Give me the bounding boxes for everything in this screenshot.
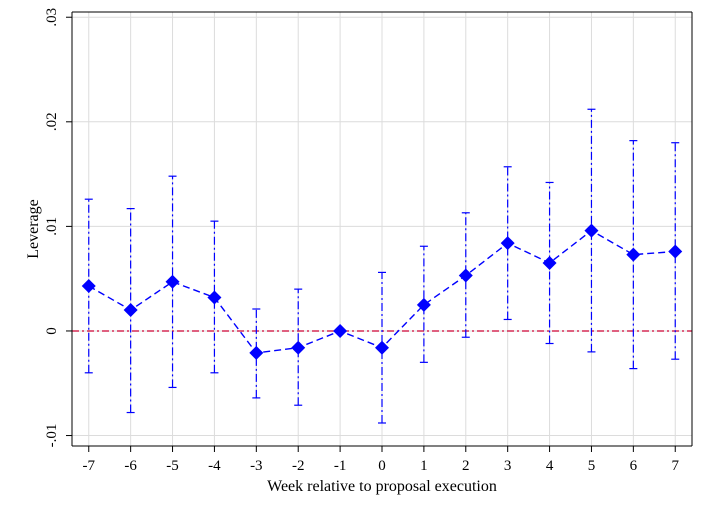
x-tick-label: 6 (630, 458, 638, 474)
data-point (249, 345, 264, 360)
data-point (542, 255, 557, 270)
x-tick-label: 5 (588, 458, 596, 474)
data-point (500, 236, 515, 251)
x-tick-label: -7 (83, 458, 96, 474)
data-point (458, 268, 473, 283)
data-point (584, 223, 599, 238)
x-axis-title: Week relative to proposal execution (267, 478, 497, 495)
x-tick-label: -1 (334, 458, 347, 474)
x-tick-label: 0 (378, 458, 386, 474)
x-tick-label: -5 (166, 458, 179, 474)
y-tick-label: .02 (44, 112, 60, 131)
data-point (81, 278, 96, 293)
y-axis-title: Leverage (25, 199, 42, 259)
x-tick-label: -6 (124, 458, 137, 474)
y-tick-label: 0 (44, 327, 60, 335)
axes: -7 -6 -5 -4 -3 -2 -1 0 1 2 3 4 5 6 7 -.01 0 .01 .02 .03 (44, 8, 693, 474)
y-tick-label: .01 (44, 217, 60, 236)
y-tick-label: .03 (44, 8, 60, 27)
grid-lines (72, 12, 692, 446)
x-tick-label: 4 (546, 458, 554, 474)
x-tick-label: 3 (504, 458, 512, 474)
data-point (416, 297, 431, 312)
x-tick-label: 1 (420, 458, 428, 474)
x-tick-label: 2 (462, 458, 470, 474)
data-point (207, 290, 222, 305)
x-tick-label: -2 (292, 458, 305, 474)
series-group (81, 108, 683, 424)
x-tick-label: -3 (250, 458, 263, 474)
data-point (626, 247, 641, 262)
data-point (668, 244, 683, 259)
x-tick-label: -4 (208, 458, 221, 474)
data-point (123, 303, 138, 318)
data-point (333, 323, 348, 338)
data-point (375, 340, 389, 355)
data-point (291, 340, 306, 355)
x-tick-label: 7 (671, 458, 679, 474)
y-tick-label: -.01 (44, 424, 60, 448)
data-point (165, 274, 180, 289)
